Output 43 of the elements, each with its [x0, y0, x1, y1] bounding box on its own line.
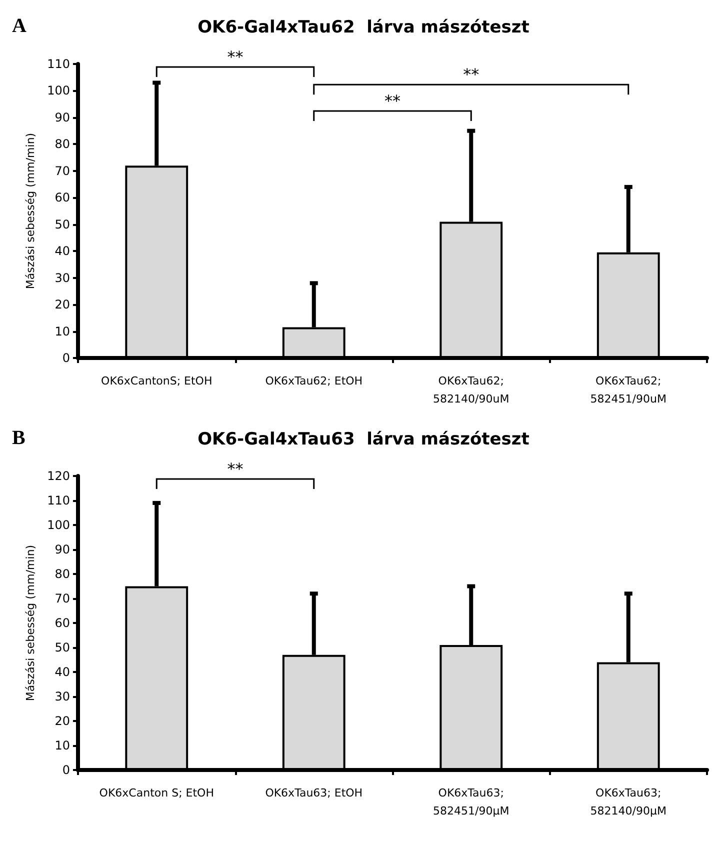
y-tick-label: 0: [62, 763, 70, 777]
y-tick-label: 90: [54, 542, 70, 556]
x-tick-label: OK6xTau62; 582451/90uM: [590, 374, 666, 406]
x-tick-label: OK6xTau62; EtOH: [265, 374, 363, 388]
y-tick-label: 50: [54, 217, 70, 232]
y-tick-label: 70: [54, 592, 70, 606]
y-tick-label: 120: [47, 469, 70, 483]
y-tick-label: 30: [54, 690, 70, 704]
y-tick-label: 40: [54, 665, 70, 679]
y-tick-label: 60: [54, 190, 70, 205]
x-tick-label: OK6xTau63; EtOH: [265, 786, 363, 800]
x-tick-label: OK6xTau63; 582451/90µM: [433, 786, 510, 818]
chart-title: OK6-Gal4xTau63 lárva mászóteszt: [198, 430, 530, 450]
y-tick-label: 10: [54, 738, 70, 752]
y-tick-label: 90: [54, 110, 70, 124]
x-tick-label: OK6xCantonS; EtOH: [101, 374, 212, 388]
annotation: **: [227, 47, 244, 66]
x-tick-label: OK6xTau62; 582140/90uM: [433, 374, 510, 406]
y-tick-label: 60: [54, 616, 70, 630]
y-tick-label: 100: [47, 518, 70, 532]
y-tick-label: 0: [62, 351, 70, 365]
y-tick-label: 20: [54, 298, 70, 312]
annotation: **: [384, 92, 400, 111]
y-tick-label: 40: [54, 244, 70, 258]
y-tick-label: 110: [47, 494, 70, 508]
annotation: **: [463, 65, 480, 84]
y-tick-label: 80: [54, 137, 70, 152]
y-tick-label: 20: [54, 714, 70, 728]
x-tick-label: OK6xTau63; 582140/90µM: [590, 786, 666, 818]
text: B: [12, 427, 26, 449]
y-tick-label: 70: [54, 164, 70, 178]
x-tick-label: OK6xCanton S; EtOH: [99, 786, 214, 800]
annotation: **: [227, 459, 244, 478]
chart-title: OK6-Gal4xTau62 lárva mászóteszt: [198, 18, 530, 38]
text: A: [12, 15, 27, 37]
y-tick-label: 30: [54, 270, 70, 285]
y-axis-title: Mászási sebesség (mm/min): [24, 544, 38, 702]
y-tick-label: 10: [54, 324, 70, 338]
y-axis-title: Mászási sebesség (mm/min): [24, 132, 38, 290]
y-tick-label: 110: [47, 57, 70, 71]
y-tick-label: 50: [54, 640, 70, 654]
y-tick-label: 100: [47, 84, 70, 98]
y-tick-label: 80: [54, 567, 70, 581]
